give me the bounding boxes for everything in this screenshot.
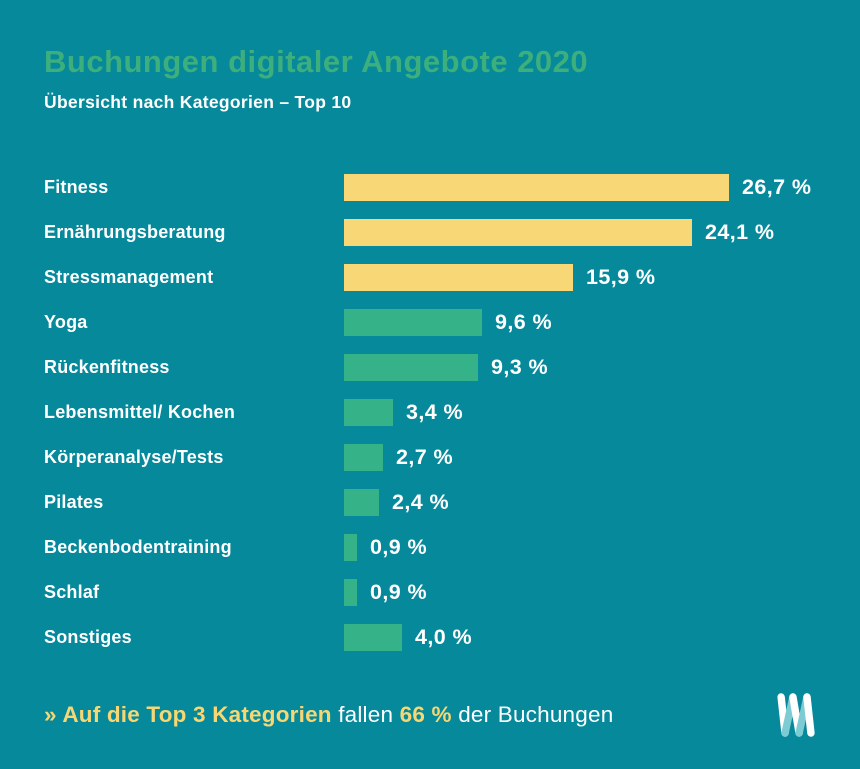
bar-area: 15,9 %: [344, 263, 816, 291]
bar: [344, 578, 357, 606]
bar-row: Stressmanagement 15,9 %: [44, 255, 816, 300]
category-label: Sonstiges: [44, 626, 132, 647]
bar-area: 0,9 %: [344, 533, 816, 561]
bar: [344, 398, 393, 426]
footer-highlight-value: 66 %: [399, 702, 452, 727]
bar-row: Körperanalyse/Tests 2,7 %: [44, 435, 816, 480]
value-label: 4,0 %: [415, 624, 472, 649]
value-label: 24,1 %: [705, 219, 775, 244]
category-label: Beckenbodentraining: [44, 536, 232, 557]
value-label: 2,7 %: [396, 444, 453, 469]
bar: [344, 263, 573, 291]
category-label: Rückenfitness: [44, 356, 170, 377]
category-label: Fitness: [44, 176, 109, 197]
bar: [344, 308, 482, 336]
bar-row: Schlaf 0,9 %: [44, 570, 816, 615]
bar: [344, 623, 402, 651]
bar-area: 9,6 %: [344, 308, 816, 336]
value-label: 0,9 %: [370, 579, 427, 604]
category-label: Lebensmittel/ Kochen: [44, 401, 236, 422]
value-label: 15,9 %: [586, 264, 656, 289]
category-label: Ernährungsberatung: [44, 221, 226, 242]
footer-callout: » Auf die Top 3 Kategorien fallen 66 % d…: [44, 702, 613, 728]
category-label: Pilates: [44, 491, 104, 512]
bar-area: 4,0 %: [344, 623, 816, 651]
bar-row: Rückenfitness 9,3 %: [44, 345, 816, 390]
bar: [344, 173, 729, 201]
footer-text-end: der Buchungen: [458, 702, 614, 727]
bar-row: Ernährungsberatung 24,1 %: [44, 210, 816, 255]
bar-area: 26,7 %: [344, 173, 816, 201]
bar-area: 3,4 %: [344, 398, 816, 426]
bar-chart: Fitness 26,7 % Ernährungsberatung 24,1 %…: [44, 165, 816, 660]
value-label: 9,3 %: [491, 354, 548, 379]
bar: [344, 443, 383, 471]
bar-row: Lebensmittel/ Kochen 3,4 %: [44, 390, 816, 435]
category-label: Körperanalyse/Tests: [44, 446, 224, 467]
bar: [344, 353, 478, 381]
bar-area: 2,4 %: [344, 488, 816, 516]
category-label: Stressmanagement: [44, 266, 214, 287]
bar-row: Fitness 26,7 %: [44, 165, 816, 210]
bar-row: Beckenbodentraining 0,9 %: [44, 525, 816, 570]
value-label: 0,9 %: [370, 534, 427, 559]
value-label: 2,4 %: [392, 489, 449, 514]
footer-highlight-lead: » Auf die Top 3 Kategorien: [44, 702, 332, 727]
footer: » Auf die Top 3 Kategorien fallen 66 % d…: [44, 688, 824, 742]
bar-area: 24,1 %: [344, 218, 816, 246]
bar: [344, 533, 357, 561]
bar-area: 9,3 %: [344, 353, 816, 381]
m-ribbon-logo-icon: [777, 693, 815, 737]
bar-area: 2,7 %: [344, 443, 816, 471]
value-label: 9,6 %: [495, 309, 552, 334]
bar-row: Pilates 2,4 %: [44, 480, 816, 525]
bar: [344, 488, 379, 516]
category-label: Schlaf: [44, 581, 100, 602]
page-title: Buchungen digitaler Angebote 2020: [44, 44, 589, 79]
category-label: Yoga: [44, 311, 88, 332]
bar-area: 0,9 %: [344, 578, 816, 606]
bar: [344, 218, 692, 246]
bar-row: Yoga 9,6 %: [44, 300, 816, 345]
footer-text-mid: fallen: [338, 702, 394, 727]
value-label: 3,4 %: [406, 399, 463, 424]
value-label: 26,7 %: [742, 174, 812, 199]
page-subtitle: Übersicht nach Kategorien – Top 10: [44, 91, 352, 112]
bar-row: Sonstiges 4,0 %: [44, 615, 816, 660]
